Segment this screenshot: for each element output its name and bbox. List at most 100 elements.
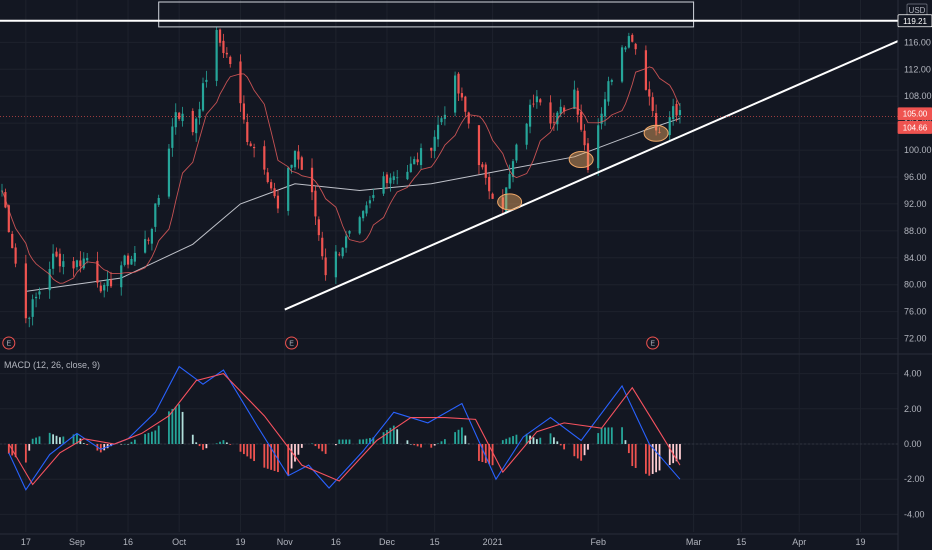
candle-body [191, 110, 194, 133]
macd-histogram-bar [290, 444, 293, 469]
macd-histogram-bar [246, 444, 249, 457]
candle-body [389, 177, 392, 184]
candle-body [491, 193, 494, 199]
candle-body [573, 89, 576, 110]
candle-body [181, 113, 184, 122]
macd-histogram-bar [277, 444, 279, 473]
candle-body [631, 34, 634, 42]
short-moving-average [1, 66, 681, 284]
macd-histogram-bar [195, 442, 198, 444]
candle-body [229, 56, 232, 65]
macd-histogram-bar [300, 444, 303, 448]
candle-body [532, 103, 535, 105]
macd-histogram-bar [372, 437, 375, 444]
macd-histogram-bar [270, 444, 273, 470]
earnings-marker [285, 336, 299, 350]
macd-histogram-bar [416, 444, 419, 447]
candle-body [600, 113, 603, 124]
macd-histogram-bar [202, 444, 204, 450]
candle-body [72, 261, 75, 269]
macd-histogram-bar [62, 436, 65, 444]
candle-body [668, 117, 671, 136]
candle-body [287, 167, 290, 211]
macd-histogram-bar [215, 443, 218, 444]
candle-body [171, 126, 174, 148]
price-tick-label: 100.00 [904, 145, 932, 155]
time-tick-label: Apr [792, 537, 806, 547]
macd-histogram-bar [406, 440, 409, 444]
candle-body [290, 164, 293, 168]
macd-histogram-bar [515, 434, 518, 444]
macd-histogram-bar [198, 444, 201, 447]
macd-histogram-bar [484, 444, 487, 464]
macd-title: MACD (12, 26, close, 9) [4, 360, 100, 370]
candle-body [413, 159, 416, 165]
candle-body [218, 29, 222, 43]
candle-body [96, 260, 99, 283]
macd-histogram-bar [171, 409, 174, 444]
candle-body [334, 251, 337, 278]
candle-body [242, 103, 245, 120]
time-tick-label: Feb [590, 537, 606, 547]
candle-body [143, 239, 147, 253]
macd-histogram-bar [679, 444, 681, 460]
price-tick-label: 80.00 [904, 280, 927, 290]
candle-body [215, 29, 218, 81]
candle-body [440, 118, 443, 123]
macd-histogram-bar [535, 439, 538, 444]
time-tick-label: 16 [123, 537, 133, 547]
candle-body [634, 43, 637, 50]
macd-histogram-bar [607, 427, 610, 444]
candle-body [99, 285, 102, 292]
macd-histogram-bar [219, 441, 221, 444]
candle-body [597, 125, 600, 169]
marked-low-ellipse [643, 124, 669, 142]
candle-body [620, 47, 624, 82]
candle-body [559, 106, 562, 114]
candle-body [583, 130, 586, 146]
macd-histogram-bar [297, 444, 300, 455]
macd-tick-label: 4.00 [904, 369, 922, 379]
macd-histogram-bar [76, 433, 78, 444]
candle-body [24, 263, 27, 319]
price-tick-label: 112.00 [904, 64, 931, 74]
marked-low-ellipse [568, 151, 594, 168]
price-tick-label: 84.00 [904, 253, 927, 263]
macd-histogram-bar [127, 444, 129, 445]
candle-body [222, 40, 225, 54]
candle-body [525, 123, 528, 145]
candle-body [406, 171, 409, 180]
candle-body [481, 164, 484, 168]
candle-body [120, 265, 123, 288]
macd-histogram-bar [658, 444, 661, 471]
macd-histogram-bar [464, 435, 467, 444]
time-tick-label: 15 [736, 537, 746, 547]
candle-body [433, 136, 436, 152]
macd-histogram-bar [365, 438, 368, 444]
candle-body [157, 197, 160, 205]
macd-histogram-bar [103, 444, 106, 451]
macd-histogram-bar [133, 439, 136, 444]
macd-histogram-bar [24, 444, 27, 463]
macd-histogram-bar [28, 444, 31, 451]
last-price-label: 105.00 [903, 110, 928, 119]
candle-body [167, 148, 171, 197]
candle-body [348, 230, 351, 234]
candle-body [58, 253, 62, 267]
candle-body [253, 146, 256, 149]
candle-body [79, 260, 82, 267]
candle-body [317, 219, 320, 236]
candle-body [321, 237, 324, 257]
candle-body [430, 147, 433, 151]
macd-histogram-bar [627, 444, 630, 454]
candle-body [454, 75, 457, 113]
macd-histogram-bar [249, 444, 252, 459]
candle-body [607, 81, 610, 102]
macd-histogram-bar [556, 441, 559, 444]
time-tick-label: 2021 [483, 537, 503, 547]
ma-price-label-box [897, 121, 932, 134]
candle-body [205, 79, 208, 82]
time-tick-label: Sep [69, 537, 85, 547]
macd-histogram-bar [651, 444, 654, 474]
